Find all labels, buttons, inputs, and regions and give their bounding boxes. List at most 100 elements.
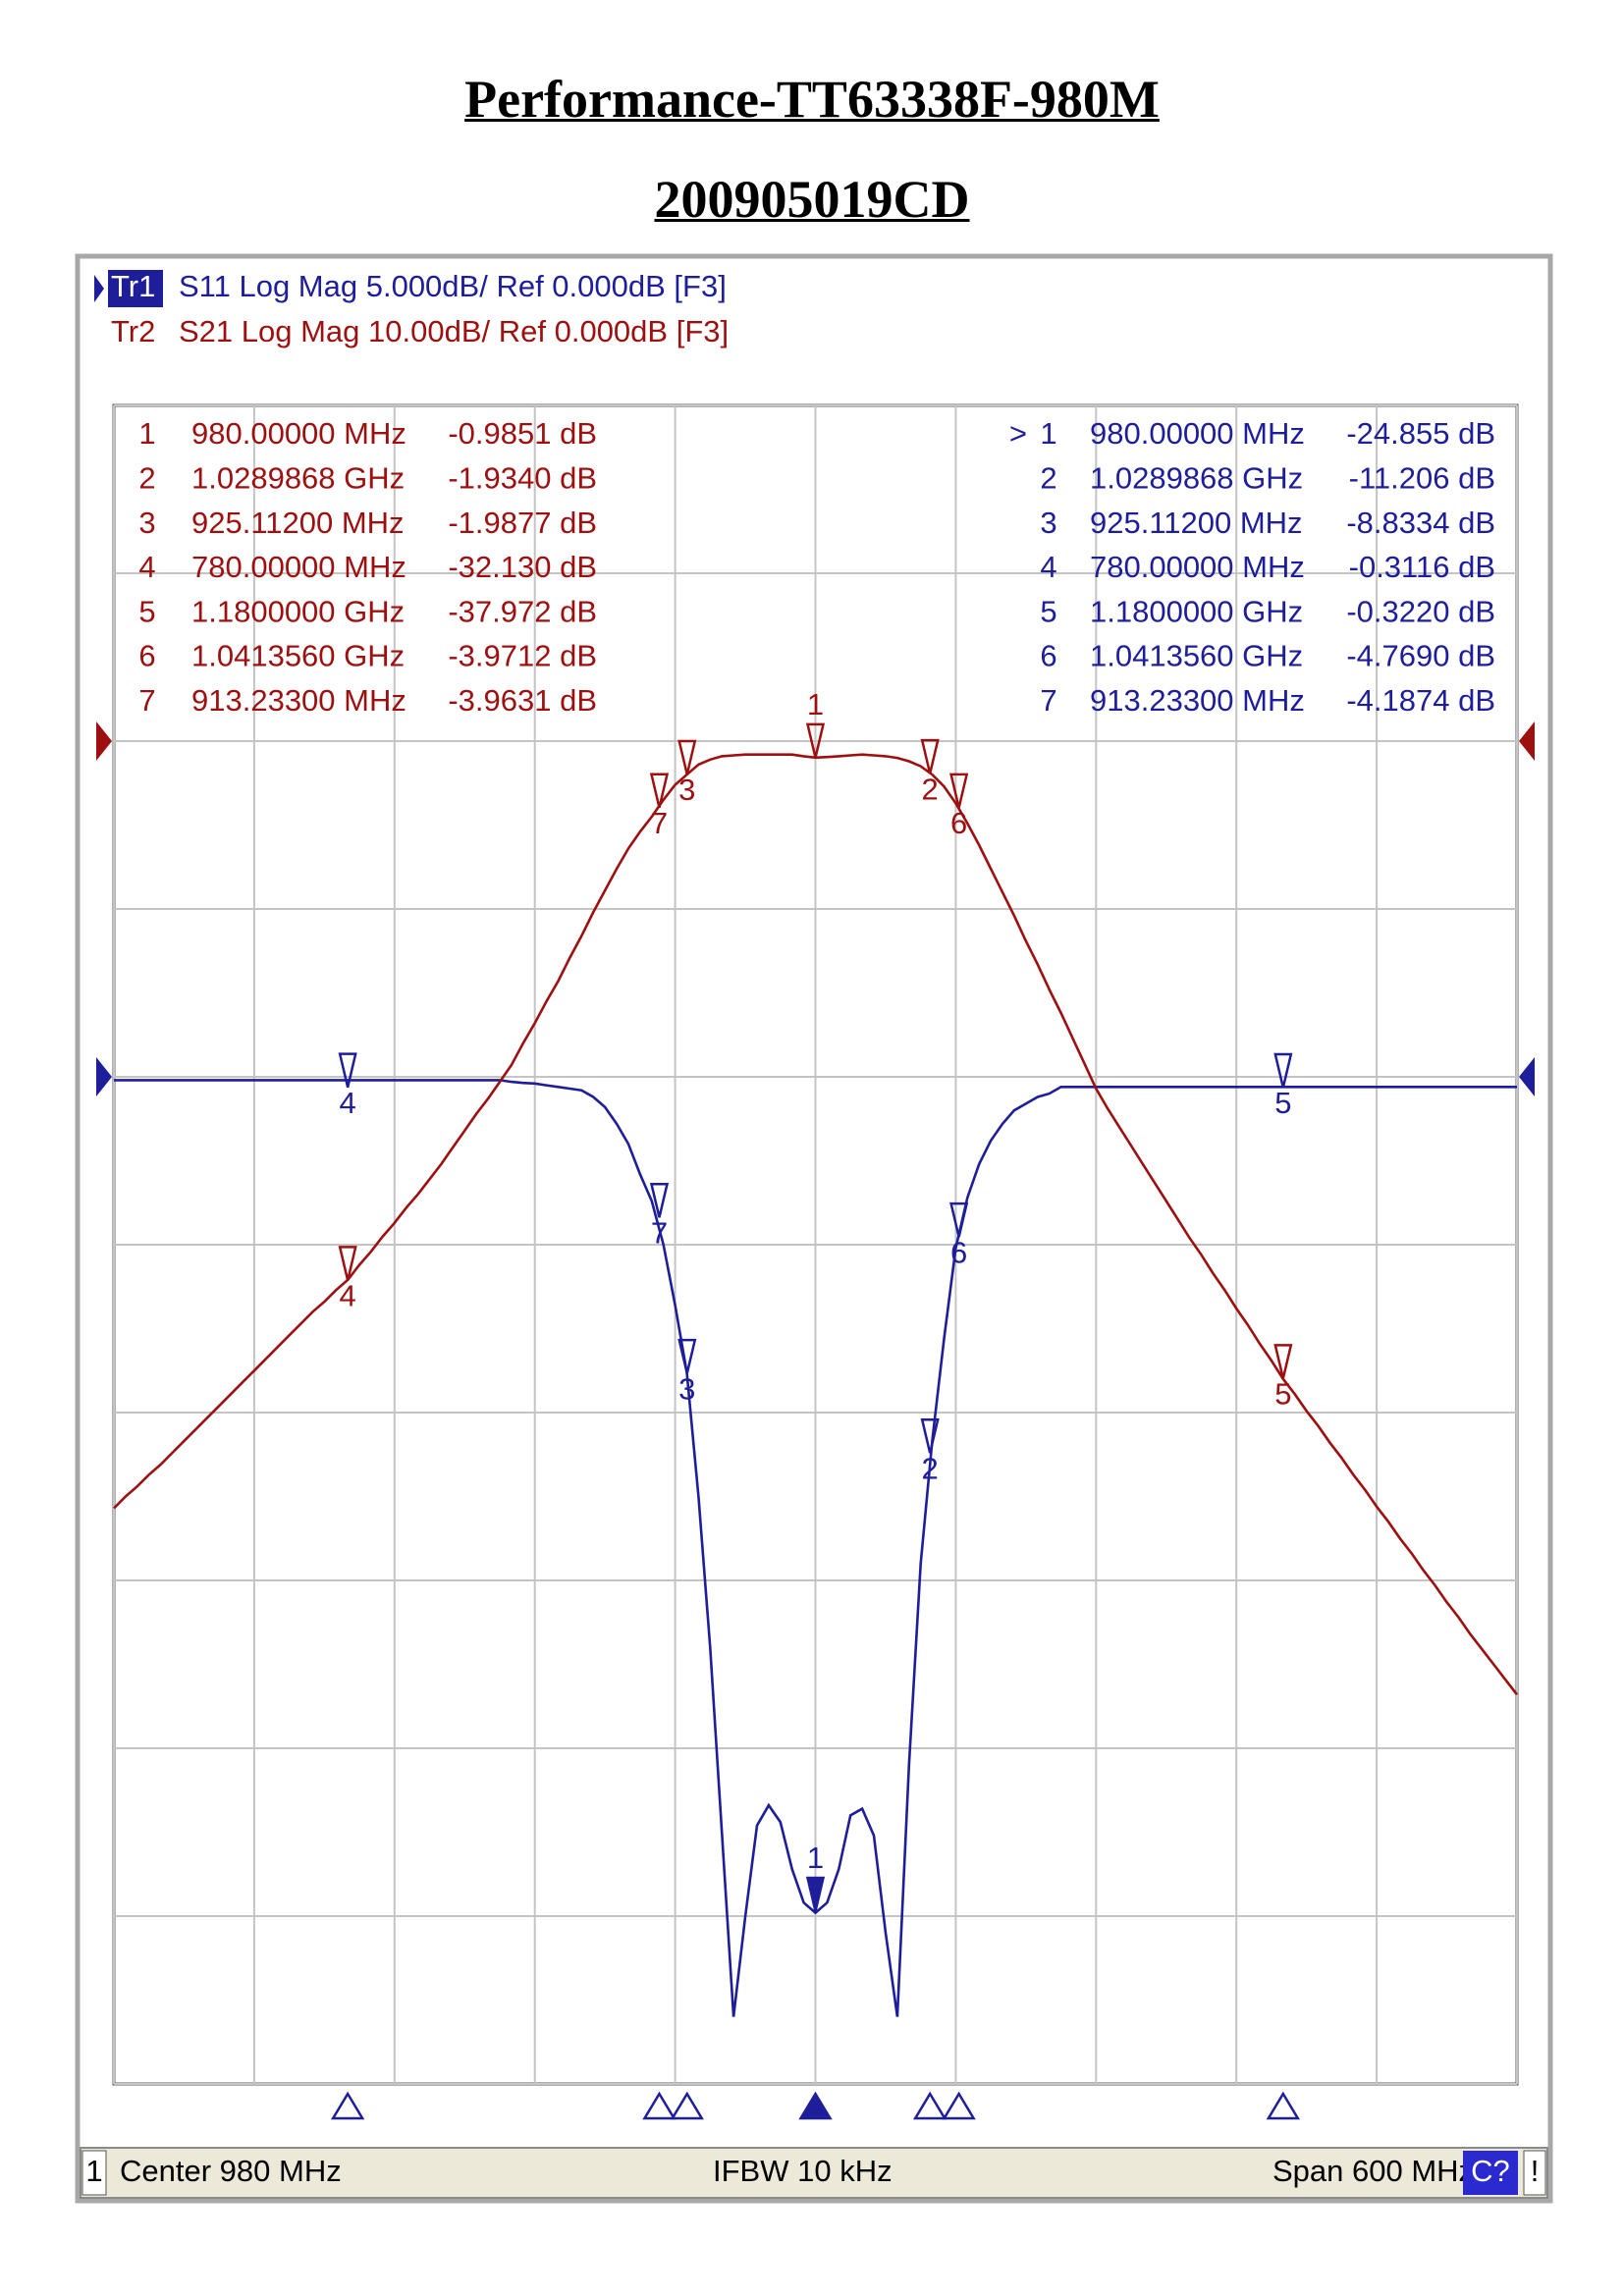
marker-number: 4 [340, 1279, 356, 1313]
marker-id: 3 [1040, 506, 1056, 540]
trace-setting: S21 Log Mag 10.00dB/ Ref 0.000dB [F3] [179, 314, 729, 348]
marker-frequency: 980.00000 MHz [1090, 416, 1305, 451]
marker-number: 5 [1274, 1086, 1291, 1120]
page-subtitle: 200905019CD [654, 170, 970, 229]
marker-frequency: 913.23300 MHz [191, 683, 406, 718]
ref-arrow [1519, 1057, 1535, 1096]
marker-flag: > [1009, 416, 1027, 451]
marker-frequency: 913.23300 MHz [1090, 683, 1305, 718]
marker-value: -32.130 dB [448, 550, 597, 584]
cal-box [1463, 2151, 1518, 2195]
marker-number: 1 [807, 1841, 824, 1875]
marker-number: 4 [340, 1086, 356, 1120]
marker-number: 1 [807, 687, 824, 721]
marker-frequency: 1.0289868 GHz [191, 460, 405, 495]
marker [949, 773, 969, 809]
status-bar [80, 2147, 1548, 2199]
marker [805, 1876, 826, 1912]
marker-number: 2 [922, 772, 939, 806]
marker-value: -8.8334 dB [1346, 506, 1495, 540]
marker-number: 5 [1274, 1377, 1291, 1412]
marker-frequency: 1.0413560 GHz [191, 639, 405, 673]
marker-number: 2 [922, 1451, 939, 1485]
marker-number: 3 [678, 1371, 695, 1406]
marker-frequency: 925.11200 MHz [191, 506, 405, 540]
flag-box [1523, 2150, 1546, 2196]
marker-id: 2 [1040, 460, 1056, 495]
marker [649, 773, 670, 809]
ifbw: IFBW 10 kHz [713, 2154, 893, 2188]
marker-value: -0.9851 dB [448, 416, 597, 451]
cal: C? [1471, 2154, 1510, 2188]
channel-box [81, 2150, 107, 2196]
trace-name: Tr1 [111, 269, 155, 303]
stimulus-marker [912, 2091, 947, 2120]
marker [649, 1182, 670, 1218]
marker-id: 5 [1040, 594, 1056, 628]
marker-frequency: 780.00000 MHz [1090, 550, 1305, 584]
marker-id: 1 [1040, 416, 1056, 451]
marker-value: -11.206 dB [1349, 460, 1495, 495]
marker [338, 1052, 357, 1088]
marker-value: -4.1874 dB [1346, 683, 1495, 718]
marker-value: -24.855 dB [1346, 416, 1495, 451]
marker [677, 1338, 697, 1374]
stimulus-marker [798, 2091, 833, 2120]
stimulus-marker [642, 2091, 677, 2120]
trace-name: Tr2 [111, 314, 155, 348]
channel: 1 [85, 2154, 102, 2188]
marker-id: 2 [138, 460, 155, 495]
marker [805, 722, 826, 759]
marker [1273, 1344, 1293, 1379]
marker-value: -3.9712 dB [448, 639, 597, 673]
marker-frequency: 1.0289868 GHz [1090, 460, 1303, 495]
marker-id: 4 [138, 550, 155, 584]
ref-arrow [96, 721, 112, 761]
marker-id: 6 [1040, 639, 1056, 673]
marker-frequency: 925.11200 MHz [1090, 506, 1303, 540]
ref-arrow [1519, 721, 1535, 761]
marker-number: 7 [651, 806, 668, 840]
marker-number: 6 [950, 1235, 967, 1269]
active-indicator [94, 275, 104, 302]
marker-id: 3 [138, 506, 155, 540]
marker-frequency: 1.1800000 GHz [191, 594, 405, 628]
marker-id: 5 [138, 594, 155, 628]
marker [1273, 1052, 1293, 1089]
active-trace-box [108, 270, 163, 307]
marker-frequency: 980.00000 MHz [191, 416, 406, 451]
marker-id: 6 [138, 639, 155, 673]
marker-frequency: 780.00000 MHz [191, 550, 406, 584]
marker-number: 7 [651, 1215, 668, 1250]
marker-value: -1.9340 dB [448, 460, 597, 495]
marker-value: -1.9877 dB [448, 506, 597, 540]
marker [920, 1418, 940, 1454]
marker [949, 1201, 969, 1238]
marker-value: -0.3116 dB [1349, 550, 1495, 584]
span: Span 600 MHz [1272, 2154, 1474, 2188]
stimulus-marker [670, 2091, 704, 2120]
marker-id: 4 [1040, 550, 1056, 584]
marker-id: 1 [138, 416, 155, 451]
stimulus-marker [330, 2091, 365, 2120]
marker-number: 3 [678, 773, 695, 807]
marker [677, 739, 697, 775]
marker-number: 6 [950, 806, 967, 840]
marker [920, 738, 940, 774]
marker-value: -4.7690 dB [1346, 639, 1495, 673]
marker-value: -37.972 dB [448, 594, 597, 628]
page-title: Performance-TT63338F-980M [464, 70, 1160, 129]
flag: ! [1531, 2154, 1540, 2188]
marker-frequency: 1.1800000 GHz [1090, 594, 1303, 628]
ref-arrow [96, 1057, 112, 1096]
marker-value: -3.9631 dB [448, 683, 597, 718]
stimulus-marker [942, 2091, 976, 2120]
marker-id: 7 [1040, 683, 1056, 718]
marker-id: 7 [138, 683, 155, 718]
stimulus-marker [1266, 2091, 1301, 2120]
trace-setting: S11 Log Mag 5.000dB/ Ref 0.000dB [F3] [179, 269, 727, 303]
marker-frequency: 1.0413560 GHz [1090, 639, 1303, 673]
marker [338, 1246, 357, 1281]
